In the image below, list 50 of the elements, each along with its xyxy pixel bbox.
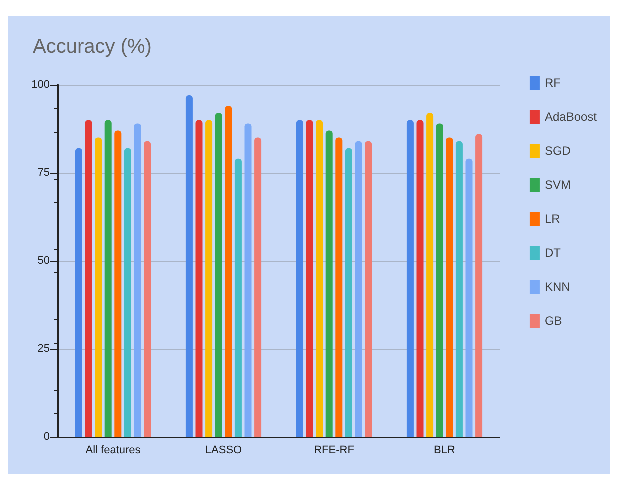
bar bbox=[476, 134, 483, 437]
bar bbox=[365, 141, 372, 437]
bar bbox=[456, 141, 463, 437]
bar bbox=[124, 148, 132, 437]
bar bbox=[186, 96, 193, 437]
x-tick-label: RFE-RF bbox=[314, 444, 355, 456]
bar bbox=[406, 120, 414, 437]
bar bbox=[345, 148, 352, 437]
bar bbox=[254, 138, 262, 437]
bar bbox=[316, 120, 324, 437]
bar bbox=[134, 124, 142, 437]
legend-label: LR bbox=[544, 212, 561, 226]
bar bbox=[436, 124, 444, 437]
bar bbox=[75, 148, 82, 437]
y-tick-label: 50 bbox=[38, 255, 50, 267]
y-tick-label: 75 bbox=[38, 167, 50, 179]
bar bbox=[336, 138, 343, 437]
bar bbox=[95, 138, 102, 437]
legend-label: SGD bbox=[544, 144, 572, 158]
bar bbox=[206, 120, 213, 437]
x-tick-label: All features bbox=[86, 444, 142, 456]
bar bbox=[215, 113, 222, 437]
x-tick-label: LASSO bbox=[205, 444, 243, 456]
bar bbox=[244, 124, 252, 437]
legend-label: KNN bbox=[544, 280, 570, 294]
bar bbox=[296, 120, 304, 437]
bar bbox=[416, 120, 424, 437]
y-tick-label: 0 bbox=[44, 431, 50, 443]
bar bbox=[85, 120, 92, 437]
bar bbox=[225, 106, 232, 437]
bar bbox=[355, 141, 362, 437]
bar bbox=[234, 158, 242, 437]
bar bbox=[104, 120, 112, 437]
bar bbox=[326, 130, 333, 437]
legend-label: RF bbox=[544, 76, 561, 90]
bar bbox=[114, 130, 122, 437]
bar bbox=[426, 113, 434, 437]
bar bbox=[196, 120, 203, 437]
legend-label: SVM bbox=[544, 178, 571, 192]
bar bbox=[144, 141, 152, 437]
y-tick-label: 100 bbox=[32, 79, 50, 91]
chart-title: Accuracy (%) bbox=[33, 36, 152, 58]
x-tick-label: BLR bbox=[434, 444, 456, 456]
bar bbox=[446, 138, 454, 437]
legend-label: AdaBoost bbox=[544, 110, 598, 124]
bar bbox=[306, 120, 314, 437]
y-tick-label: 25 bbox=[38, 343, 50, 355]
legend-label: DT bbox=[544, 246, 562, 260]
legend-label: GB bbox=[544, 314, 562, 328]
bar bbox=[466, 158, 473, 437]
